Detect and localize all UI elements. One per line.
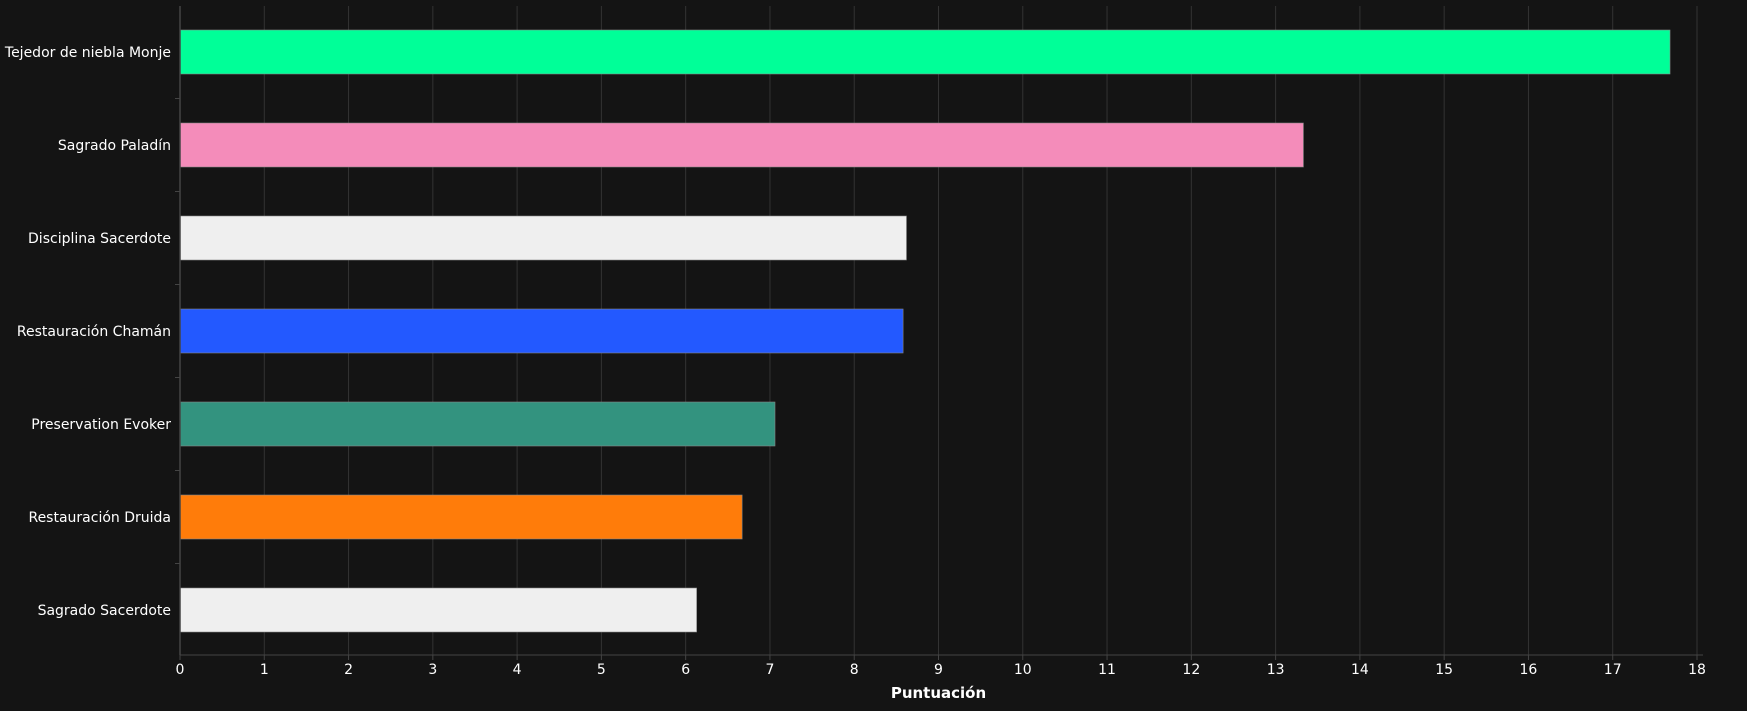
x-tick-label-13: 13 — [1267, 662, 1285, 678]
category-label-6: Sagrado Sacerdote — [38, 603, 171, 619]
x-tick-label-7: 7 — [765, 662, 774, 678]
bar-5 — [179, 494, 743, 540]
x-tick-label-18: 18 — [1688, 662, 1706, 678]
x-tick-label-15: 15 — [1435, 662, 1453, 678]
grid-lines — [263, 6, 1698, 655]
x-tick-label-12: 12 — [1182, 662, 1200, 678]
x-tick-label-17: 17 — [1604, 662, 1622, 678]
x-tick-label-6: 6 — [681, 662, 690, 678]
x-tick-label-8: 8 — [850, 662, 859, 678]
bar-3 — [179, 308, 904, 354]
category-label-5: Restauración Druida — [28, 510, 171, 526]
x-tick-label-10: 10 — [1014, 662, 1032, 678]
x-tick-label-11: 11 — [1098, 662, 1116, 678]
bar-4 — [179, 401, 776, 447]
x-tick-label-5: 5 — [597, 662, 606, 678]
axes — [175, 6, 1703, 660]
x-tick-label-2: 2 — [344, 662, 353, 678]
x-tick-label-3: 3 — [428, 662, 437, 678]
category-label-1: Sagrado Paladín — [58, 138, 171, 154]
x-tick-label-9: 9 — [934, 662, 943, 678]
bar-2 — [179, 215, 907, 261]
bar-1 — [179, 122, 1304, 168]
x-axis-title: Puntuación — [891, 684, 986, 702]
category-labels: Tejedor de niebla Monje Sagrado Paladín Di… — [4, 45, 171, 619]
x-tick-label-1: 1 — [260, 662, 269, 678]
x-tick-label-4: 4 — [513, 662, 522, 678]
x-tick-label-0: 0 — [176, 662, 185, 678]
bar-0 — [179, 29, 1671, 75]
x-tick-labels: 0 1 2 3 4 5 6 7 8 9 10 11 12 13 14 15 16 17 18 — [176, 662, 1706, 678]
bars — [179, 29, 1671, 633]
category-label-0: Tejedor de niebla Monje — [4, 45, 171, 61]
x-tick-label-16: 16 — [1520, 662, 1538, 678]
bar-6 — [179, 587, 697, 633]
category-label-2: Disciplina Sacerdote — [28, 231, 171, 247]
x-tick-label-14: 14 — [1351, 662, 1369, 678]
category-label-3: Restauración Chamán — [17, 324, 171, 340]
category-label-4: Preservation Evoker — [31, 417, 171, 433]
